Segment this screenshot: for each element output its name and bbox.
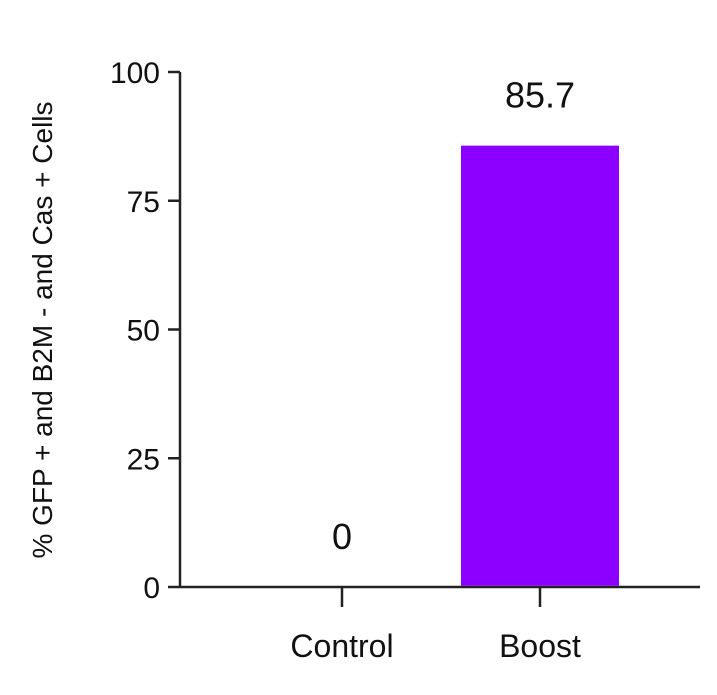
- bars: 085.7: [332, 75, 619, 586]
- data-label: 85.7: [505, 75, 575, 116]
- data-label: 0: [332, 516, 352, 557]
- y-axis: 0 25 50 75 100: [110, 57, 182, 605]
- x-tick-label: Control: [290, 628, 393, 664]
- y-tick-label: 50: [127, 315, 160, 348]
- x-tick-label: Boost: [499, 628, 581, 664]
- x-axis: Control Boost: [180, 585, 700, 664]
- y-tick-label: 25: [127, 443, 160, 476]
- y-tick-label: 75: [127, 186, 160, 219]
- y-axis-title: % GFP + and B2M - and Cas + Cells: [27, 101, 58, 558]
- bar-boost: [461, 145, 619, 586]
- y-tick-label: 100: [110, 57, 160, 90]
- y-tick-label: 0: [143, 572, 160, 605]
